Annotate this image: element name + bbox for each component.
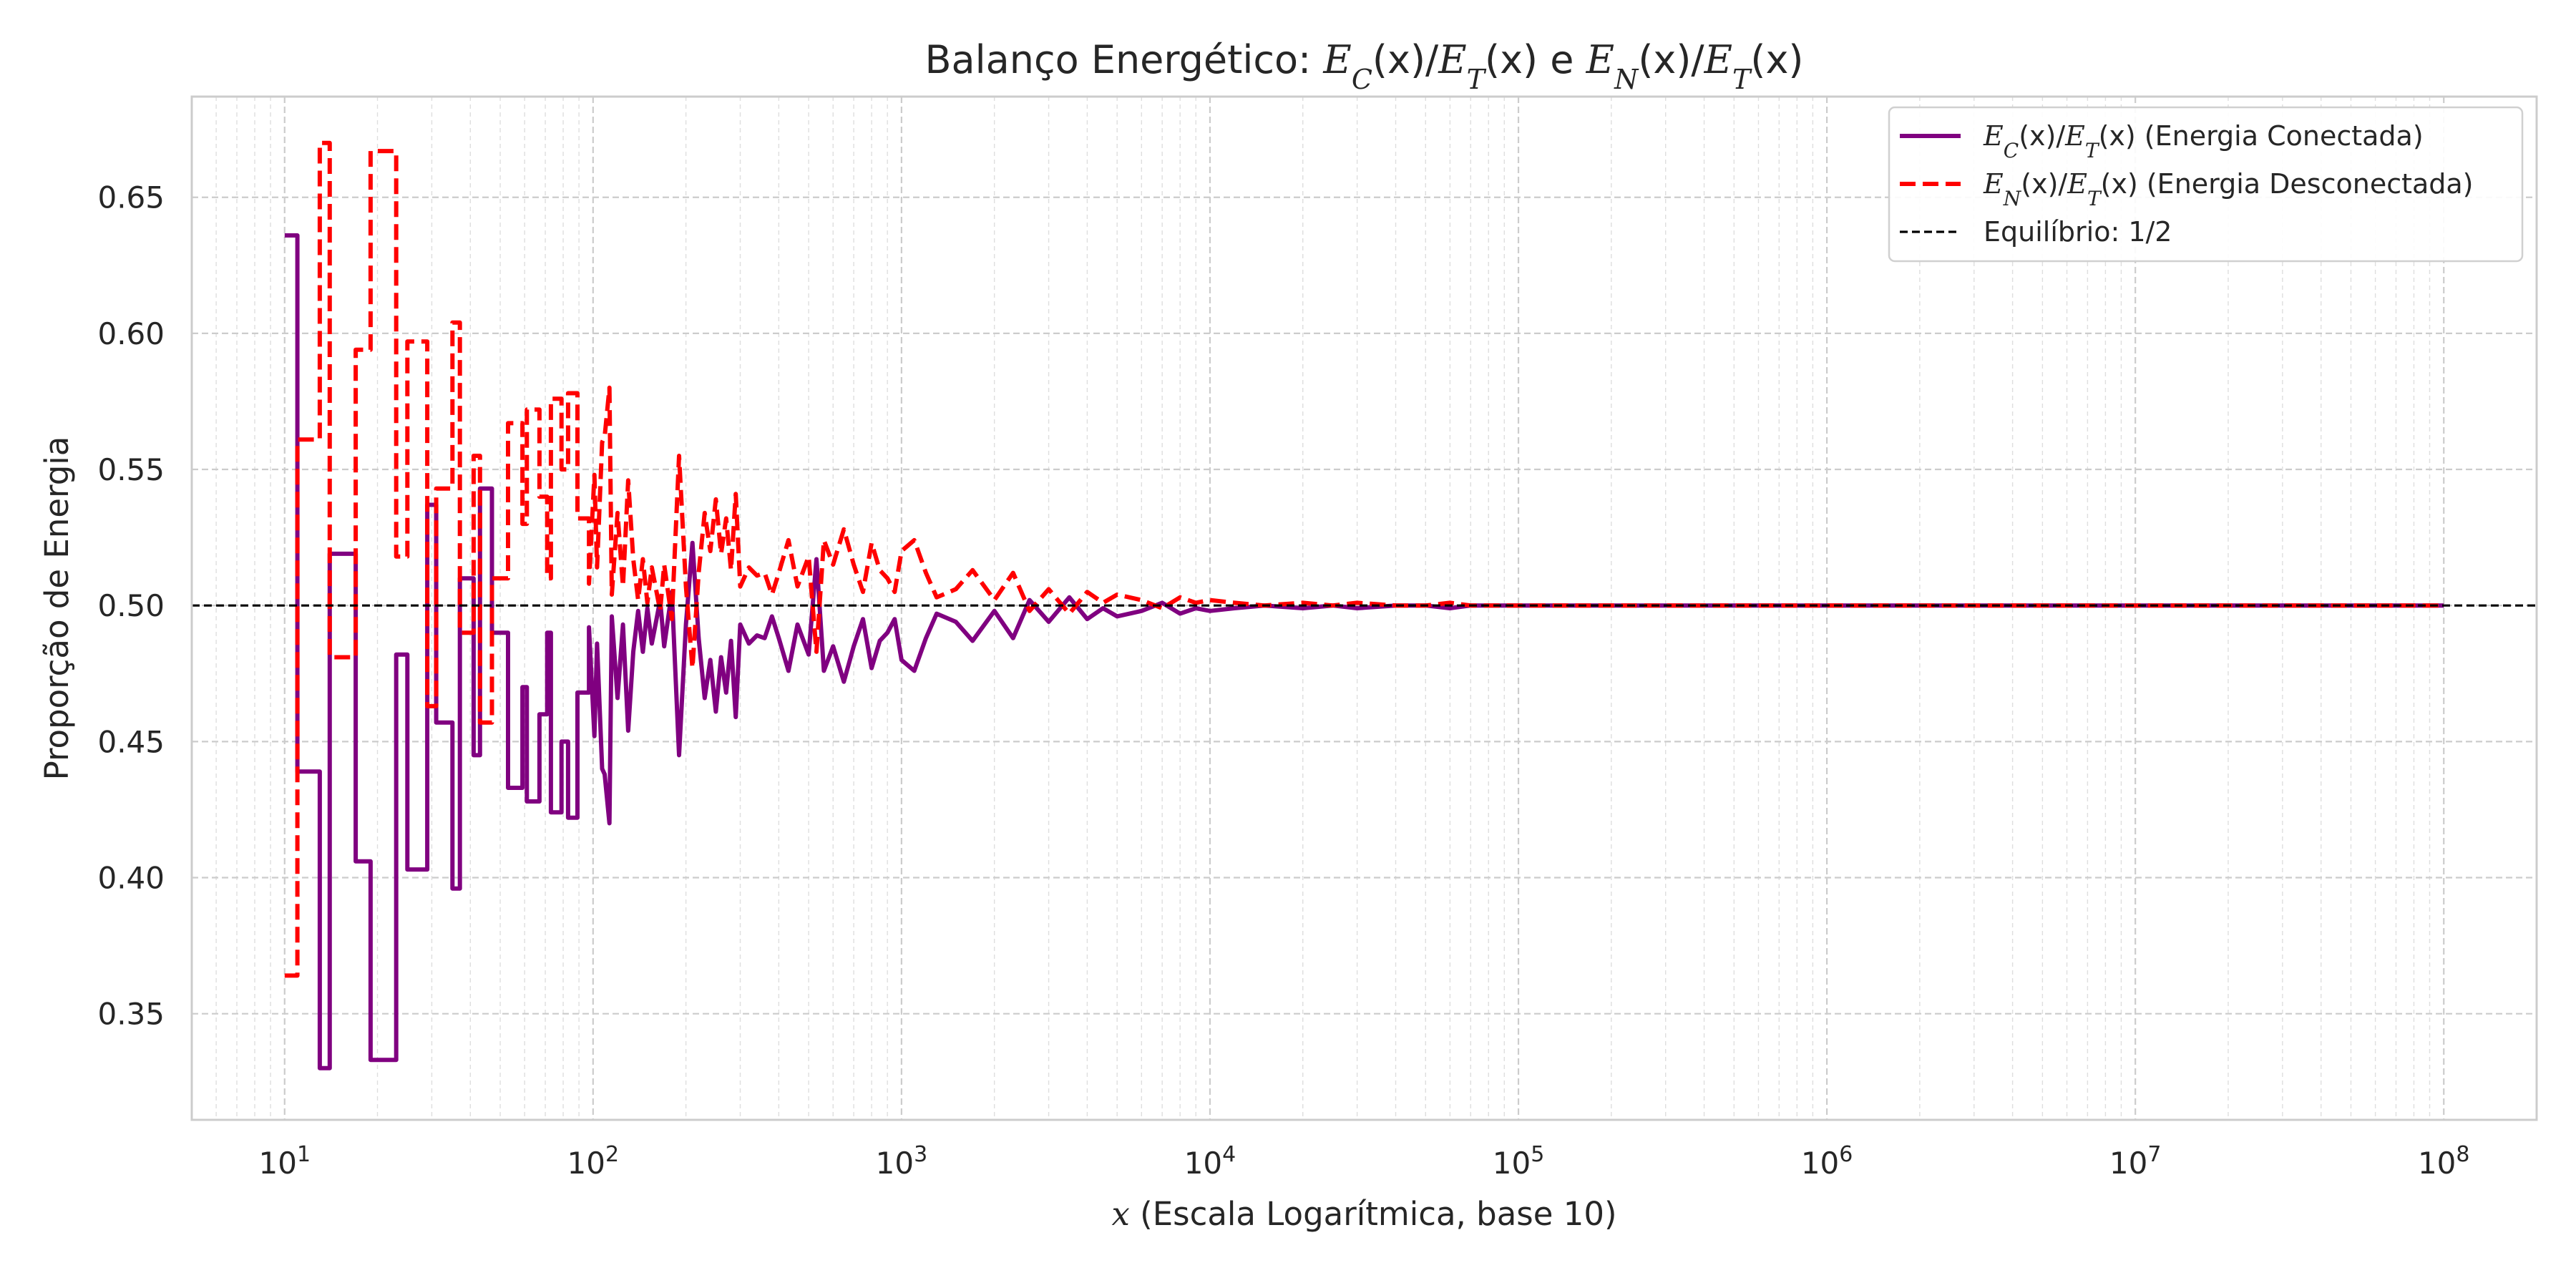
x-tick-label: 105 [1493,1142,1545,1181]
y-axis-label: Proporção de Energia [38,436,76,781]
x-tick-label: 104 [1184,1142,1236,1181]
x-tick-label: 101 [258,1142,311,1181]
legend-label: EC(x)/ET(x) (Energia Conectada) [1983,120,2424,162]
x-tick-label: 106 [1801,1142,1853,1181]
x-axis-label: x (Escala Logarítmica, base 10) [1111,1195,1616,1233]
series-disconnected-line [284,140,2444,978]
legend-box [1888,106,2524,263]
legend: EC(x)/ET(x) (Energia Conectada) EN(x)/ET(… [1888,106,2524,263]
x-tick-label: 102 [567,1142,620,1181]
y-tick-label: 0.50 [97,588,165,623]
y-tick-label: 0.35 [97,997,165,1032]
chart-title: Balanço Energético: EC(x)/ET(x) e EN(x)/… [924,37,1803,95]
y-tick-label: 0.45 [97,724,165,759]
y-tick-label: 0.55 [97,452,165,487]
plot-frame [190,95,2538,1121]
y-tick-label: 0.60 [97,316,165,351]
x-tick-label: 107 [2109,1142,2162,1181]
y-tick-labels: 0.35 0.40 0.45 0.50 0.55 0.60 0.65 [97,180,165,1032]
x-tick-label: 103 [876,1142,928,1181]
y-tick-label: 0.40 [97,861,165,896]
legend-label: Equilíbrio: 1/2 [1984,216,2172,248]
y-tick-label: 0.65 [97,180,165,215]
legend-label: EN(x)/ET(x) (Energia Desconectada) [1983,168,2474,210]
series-layer [192,140,2537,1070]
x-tick-label: 108 [2418,1142,2470,1181]
x-tick-labels: 101 102 103 104 105 106 107 108 [258,1142,2469,1181]
series-connected-line [284,233,2444,1070]
